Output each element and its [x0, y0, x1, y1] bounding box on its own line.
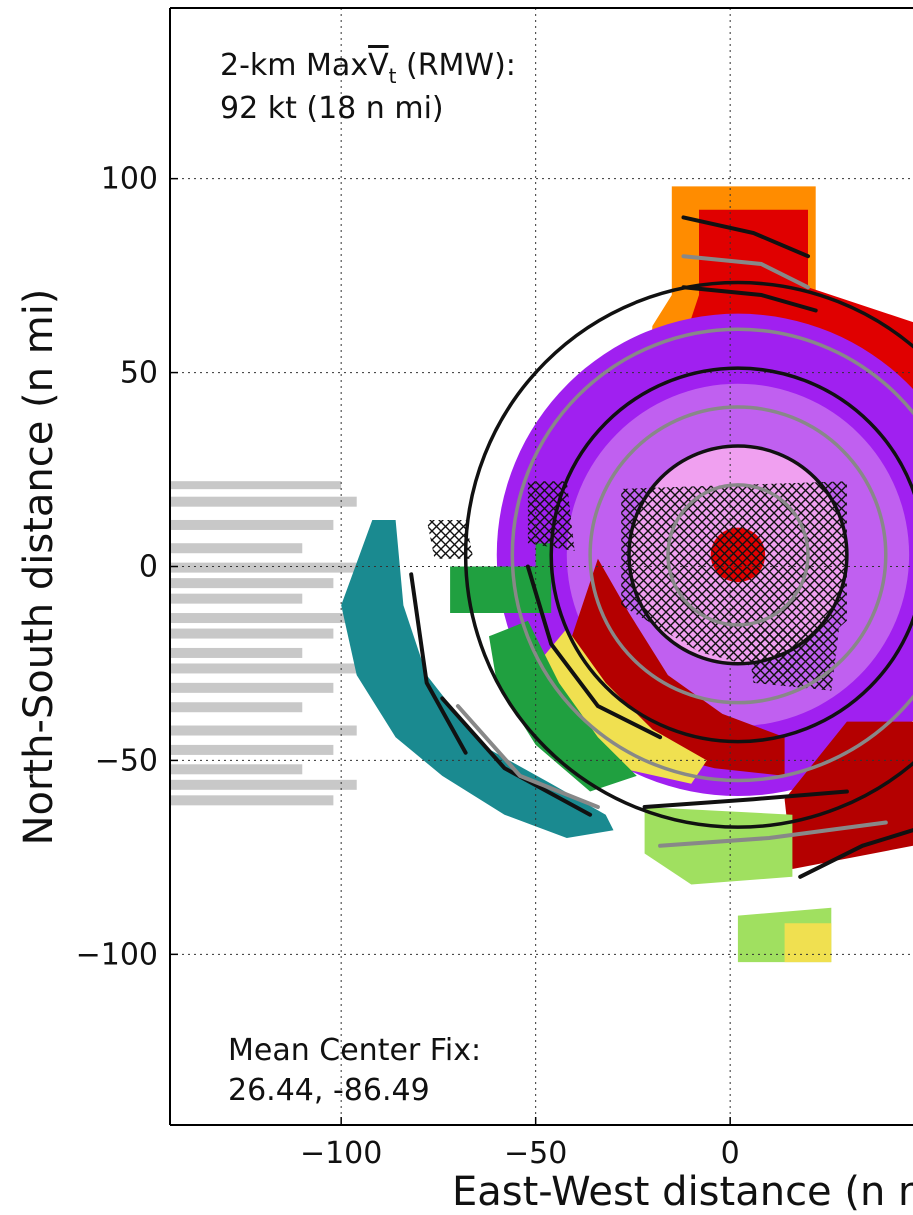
- hatch-region: [426, 520, 474, 559]
- hatch-regions: [426, 481, 847, 691]
- gray-band: [170, 613, 357, 624]
- streamline-arc: [681, 285, 818, 313]
- y-tick-label: −50: [95, 743, 158, 778]
- x-tick-label: 0: [721, 1136, 740, 1171]
- gray-band: [170, 519, 334, 530]
- tick-labels: −100−5005100500−50−100: [76, 162, 740, 1171]
- gray-band: [170, 779, 357, 790]
- streamline-ring: [549, 366, 913, 744]
- y-tick-label: 100: [101, 162, 158, 197]
- green-block: [450, 543, 552, 613]
- teal-band: [341, 520, 614, 838]
- y-tick-label: −100: [76, 937, 158, 972]
- y-axis-label: North-South distance (n mi): [16, 289, 62, 846]
- max-wind-symbol: V: [368, 48, 389, 83]
- gray-band: [170, 628, 334, 639]
- gray-data-bands: [170, 481, 357, 806]
- gray-band: [170, 682, 334, 693]
- hatch-region: [745, 628, 840, 691]
- gray-band: [170, 593, 303, 604]
- max-wind-annotation: 2-km MaxVt (RMW):: [220, 48, 516, 88]
- streamline-ring: [588, 405, 888, 705]
- streamline-ring: [510, 327, 913, 783]
- hatch-region: [621, 481, 847, 676]
- gray-band: [170, 744, 334, 755]
- gray-band: [170, 578, 334, 589]
- streamline-ring: [463, 280, 913, 829]
- streamline-arc: [440, 696, 593, 817]
- gray-band: [170, 702, 303, 713]
- yellow-arm: [527, 628, 707, 784]
- streamline-arc: [681, 254, 810, 290]
- center-fix-label: Mean Center Fix:: [228, 1033, 481, 1068]
- streamline-ring: [627, 444, 849, 666]
- gray-band: [170, 725, 357, 736]
- gray-band: [170, 663, 357, 674]
- max-wind-label-prefix: 2-km Max: [220, 48, 368, 83]
- max-wind-label-suffix: (RMW):: [396, 48, 515, 83]
- grid-lines: [170, 8, 913, 1125]
- max-wind-subscript: t: [389, 64, 397, 88]
- x-tick-label: −50: [504, 1136, 567, 1171]
- streamline-arc: [658, 820, 888, 848]
- gray-band: [170, 481, 342, 490]
- yellow-patch: [784, 923, 832, 963]
- streamline-arc: [798, 828, 913, 879]
- streamline-arc: [681, 215, 810, 259]
- hatch-region: [527, 481, 575, 551]
- streamline-ring: [666, 483, 810, 627]
- streamline-arc: [642, 789, 849, 809]
- gray-band: [170, 496, 357, 507]
- gray-band: [170, 647, 303, 658]
- green-arm: [489, 620, 637, 792]
- streamline-arc: [455, 704, 600, 809]
- streamline-arcs: [409, 215, 913, 879]
- gray-band: [170, 543, 303, 554]
- gray-band: [170, 764, 303, 775]
- center-fix-value: 26.44, -86.49: [228, 1073, 430, 1108]
- x-tick-label: −100: [300, 1136, 382, 1171]
- y-tick-label: 50: [120, 356, 158, 391]
- streamline-arc: [409, 572, 468, 755]
- streamline-arc: [525, 564, 663, 740]
- max-wind-value: 92 kt (18 n mi): [220, 91, 444, 126]
- gray-band: [170, 795, 334, 806]
- gray-band: [170, 562, 357, 573]
- streamline-rings: [463, 280, 913, 829]
- x-axis-label: East-West distance (n mi): [452, 1169, 913, 1211]
- y-tick-label: 0: [139, 550, 158, 585]
